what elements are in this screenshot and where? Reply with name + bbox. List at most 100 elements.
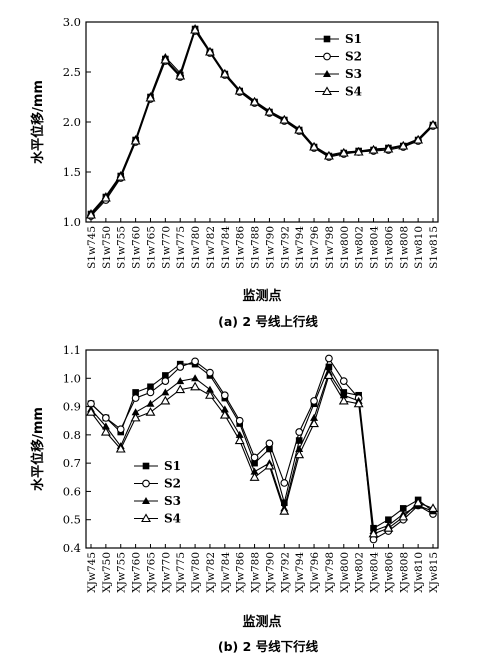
data-point: [323, 370, 334, 380]
legend-marker: [323, 35, 331, 43]
data-point: [145, 407, 156, 416]
y-axis-label: 水平位移/mm: [30, 80, 46, 164]
x-tick-label: S1w755: [116, 226, 128, 269]
data-point: [175, 384, 186, 394]
series-s2: [87, 27, 437, 220]
y-tick-label: 2.5: [63, 65, 81, 79]
chart-caption: (b) 2 号线下行线: [218, 639, 319, 654]
data-point: [220, 405, 229, 413]
series-line: [90, 374, 434, 535]
data-point: [251, 459, 258, 467]
x-tick-label: XJw802: [354, 552, 366, 593]
data-point: [102, 414, 110, 422]
data-point: [205, 385, 214, 393]
x-tick-label: S1w790: [264, 226, 276, 269]
legend-label: S3: [164, 494, 181, 508]
x-tick-label: XJw770: [160, 552, 172, 593]
x-tick-label: XJw810: [413, 552, 425, 593]
y-tick-label: 1.0: [63, 215, 81, 229]
data-point: [191, 357, 199, 366]
series-s4: [86, 370, 438, 538]
x-tick-label: S1w770: [160, 226, 172, 269]
x-tick-label: XJw780: [190, 552, 202, 593]
y-tick-label: 2.0: [63, 115, 81, 129]
y-axis-label: 水平位移/mm: [30, 407, 46, 491]
x-tick-label: S1w760: [131, 226, 143, 269]
chart-caption: (a) 2 号线上行线: [218, 314, 318, 329]
data-point: [190, 381, 201, 391]
x-tick-label: S1w798: [324, 226, 336, 269]
x-tick-label: S1w806: [383, 226, 395, 269]
x-tick-label: XJw804: [369, 552, 381, 593]
y-tick-label: 0.4: [63, 541, 81, 555]
data-point: [131, 394, 140, 402]
x-tick-label: S1w810: [413, 226, 425, 269]
data-point: [161, 377, 170, 385]
data-point: [264, 106, 275, 116]
data-point: [310, 397, 318, 405]
series-line: [90, 28, 434, 216]
x-tick-label: S1w786: [235, 226, 247, 269]
series-s3: [87, 368, 437, 535]
data-point: [100, 192, 111, 202]
data-point: [353, 398, 364, 408]
data-point: [86, 407, 96, 416]
legend-label: S4: [345, 85, 362, 99]
series-line: [90, 371, 434, 532]
data-point: [235, 416, 244, 425]
data-point: [146, 388, 155, 397]
legend-marker: [323, 70, 331, 77]
x-tick-label: XJw750: [101, 552, 113, 593]
data-point: [234, 435, 245, 445]
data-point: [146, 399, 155, 407]
series-s3: [87, 24, 437, 216]
y-tick-label: 1.5: [63, 165, 81, 179]
x-tick-label: S1w794: [294, 226, 306, 269]
data-point: [399, 505, 407, 512]
data-point: [295, 437, 303, 444]
data-point: [250, 453, 259, 462]
legend-label: S2: [345, 50, 362, 64]
series-s4: [86, 24, 438, 219]
data-point: [160, 395, 171, 405]
legend-marker: [322, 86, 332, 96]
y-tick-label: 1.1: [63, 343, 81, 357]
data-point: [428, 119, 438, 129]
x-tick-label: S1w780: [190, 226, 202, 269]
legend-label: S3: [345, 67, 362, 81]
series-line: [90, 26, 434, 214]
data-point: [385, 516, 392, 524]
data-point: [279, 114, 290, 124]
data-point: [339, 377, 348, 385]
legend-label: S2: [164, 477, 181, 491]
plot-frame: [85, 349, 439, 549]
series-line: [90, 357, 434, 541]
data-point: [145, 92, 156, 102]
data-point: [281, 499, 288, 507]
data-point: [294, 124, 305, 134]
x-tick-label: XJw794: [294, 552, 306, 593]
x-tick-label: XJw755: [116, 552, 128, 593]
data-point: [131, 408, 140, 416]
legend-marker: [142, 462, 150, 470]
y-tick-label: 0.8: [63, 428, 81, 442]
data-point: [101, 422, 110, 430]
data-point: [205, 390, 215, 399]
x-tick-label: S1w808: [398, 226, 410, 269]
data-point: [265, 439, 274, 448]
data-point: [191, 374, 200, 382]
legend-marker: [323, 52, 331, 61]
data-point: [132, 389, 139, 396]
data-point: [176, 363, 185, 371]
data-point: [162, 372, 169, 379]
x-tick-label: XJw786: [235, 552, 247, 593]
data-point: [115, 443, 126, 453]
data-point: [398, 511, 409, 521]
series-s1: [87, 360, 437, 532]
legend: S1 S2 S3 S4: [315, 32, 362, 99]
data-point: [176, 377, 185, 385]
x-tick-label: S1w802: [354, 226, 366, 269]
